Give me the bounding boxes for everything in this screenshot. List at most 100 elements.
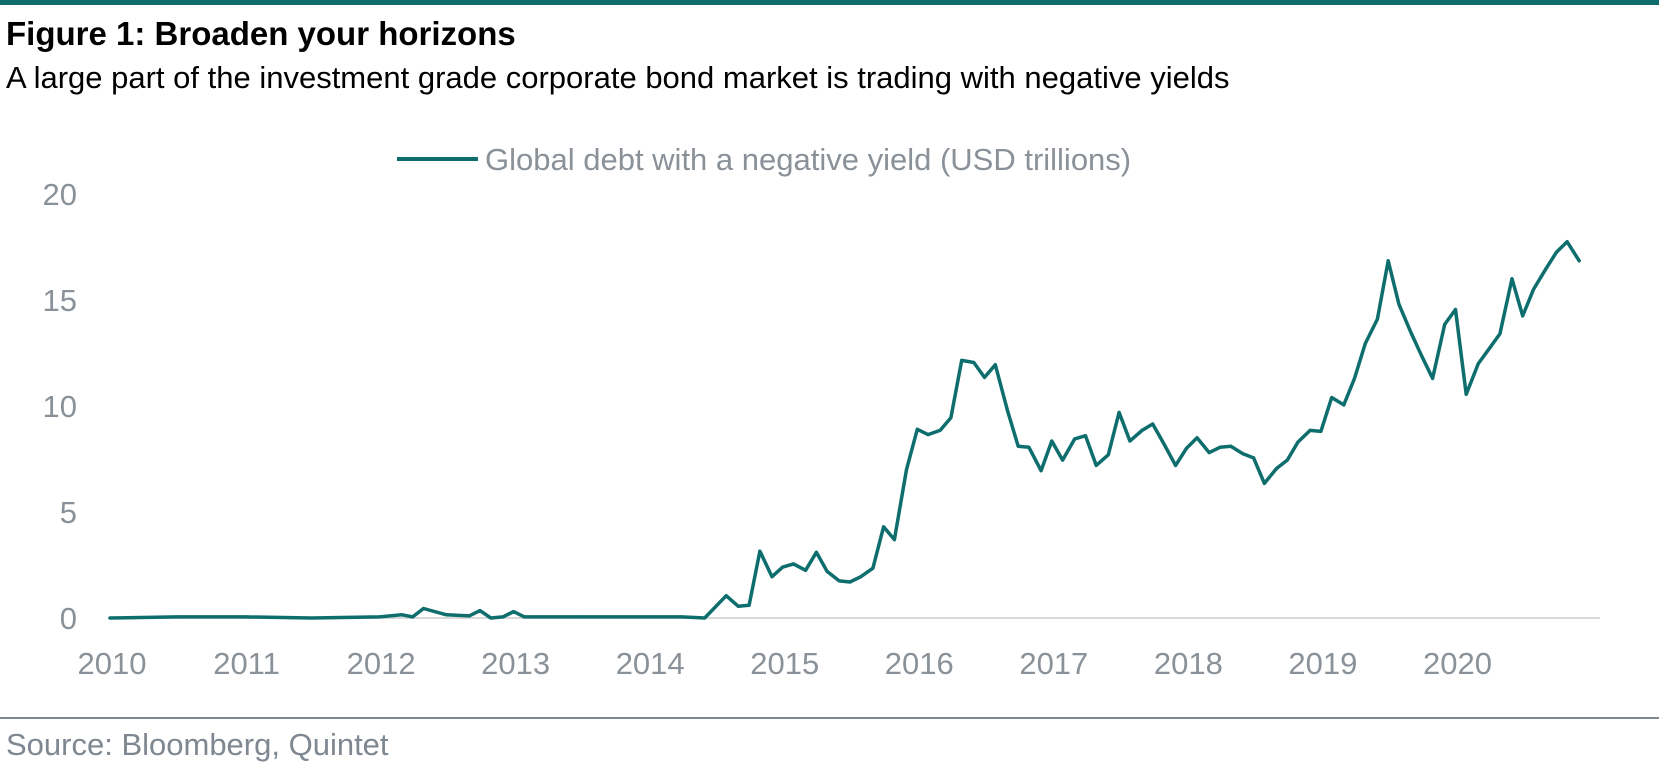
data-point [243,615,246,619]
data-point [1577,259,1581,263]
data-point [882,525,886,529]
x-tick-label: 2013 [481,646,550,681]
data-point [1342,403,1346,407]
data-points [108,240,1581,620]
data-point [1252,456,1256,460]
x-tick-label: 2016 [885,646,954,681]
data-point [758,549,762,553]
data-point [1296,440,1300,444]
data-point [724,594,728,598]
data-point [1128,439,1132,443]
data-point [1084,434,1087,438]
data-point [512,610,516,614]
data-point [1117,410,1121,414]
data-point [960,358,964,362]
data-point [680,615,684,619]
data-point [1174,463,1178,467]
data-point [747,603,751,607]
y-tick-label: 15 [43,283,77,318]
data-point [792,562,795,566]
figure-title: Figure 1: Broaden your horizons [6,15,516,52]
data-point [1184,446,1188,450]
y-axis: 0 5 10 15 20 [43,177,77,636]
data-point [1363,342,1367,345]
series-line-negative-yield-debt [108,239,1581,620]
data-point [871,566,875,570]
data-point [501,615,505,619]
y-tick-label: 20 [43,177,77,212]
data-point [892,538,896,542]
x-tick-label: 2018 [1154,646,1223,681]
data-point [814,550,818,554]
data-point [1454,308,1457,311]
x-tick-label: 2015 [750,646,819,681]
data-point [1510,277,1514,281]
data-point [926,433,930,437]
data-point [905,468,908,472]
data-point [1262,481,1266,485]
data-point [1409,331,1413,335]
data-point [983,375,986,379]
data-point [1094,463,1098,467]
data-point [1140,428,1144,432]
data-point [1050,439,1054,443]
data-point [444,613,448,617]
data-point [770,575,774,579]
data-point [1207,451,1211,455]
data-point [1464,392,1468,396]
x-tick-label: 2017 [1019,646,1088,681]
data-point [1544,267,1548,271]
data-point [579,615,583,619]
data-point [400,613,404,617]
y-tick-label: 5 [60,495,77,530]
x-tick-label: 2010 [78,646,147,681]
data-point [781,565,785,569]
data-point [736,604,740,608]
data-point [1521,314,1525,318]
legend-label: Global debt with a negative yield (USD t… [485,142,1131,177]
data-point [825,569,829,573]
x-tick-label: 2011 [213,646,280,681]
bottom-rule [0,717,1659,719]
data-point [1498,332,1502,336]
figure-subtitle: A large part of the investment grade cor… [6,60,1230,95]
line-chart: Global debt with a negative yield (USD t… [43,142,1600,681]
data-point [949,416,953,420]
data-point [848,580,852,584]
data-point [804,568,808,572]
data-point [1476,362,1480,366]
data-point [1241,452,1245,456]
data-point [1375,317,1379,321]
data-point [859,575,863,579]
data-point [1420,354,1424,358]
data-point [1275,467,1278,470]
data-point [938,428,942,432]
x-tick-label: 2012 [347,646,416,681]
data-point [310,616,314,620]
data-point [1229,444,1233,448]
data-point [411,615,415,619]
y-tick-label: 10 [43,389,77,424]
data-point [1353,376,1356,380]
data-point [1061,458,1065,462]
data-point [915,427,919,431]
data-point [1386,259,1390,263]
data-point [1532,287,1535,291]
data-point [646,615,650,619]
data-point [1319,429,1323,433]
data-point [993,363,997,367]
top-rule [0,0,1659,5]
data-point [377,615,381,619]
data-point [467,614,471,618]
data-point [1106,453,1110,457]
data-point [535,615,538,619]
legend: Global debt with a negative yield (USD t… [397,142,1131,177]
data-point [1195,436,1199,440]
data-point [522,615,526,619]
data-point [1308,428,1312,432]
data-point [1285,458,1289,462]
data-point [1554,250,1558,254]
data-point [1431,376,1435,380]
data-point [1487,347,1491,351]
data-point [1397,302,1401,306]
